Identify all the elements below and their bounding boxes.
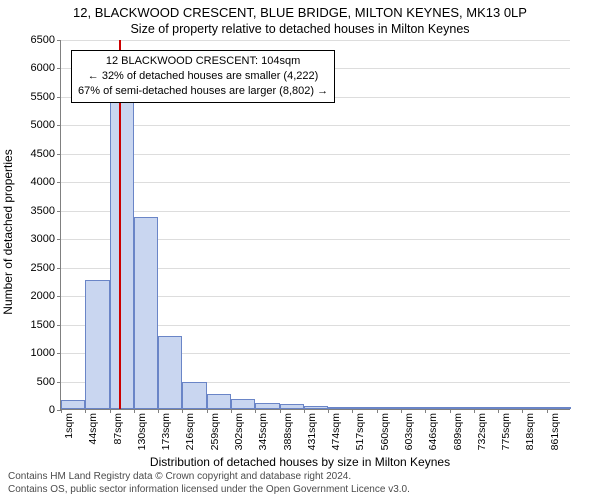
chart-title: 12, BLACKWOOD CRESCENT, BLUE BRIDGE, MIL… bbox=[0, 5, 600, 20]
x-tick-mark bbox=[158, 409, 159, 413]
x-tick-mark bbox=[304, 409, 305, 413]
histogram-bar bbox=[522, 407, 546, 409]
y-tick-label: 4000 bbox=[31, 176, 61, 188]
footer-line-1: Contains HM Land Registry data © Crown c… bbox=[8, 470, 596, 483]
x-tick-mark bbox=[401, 409, 402, 413]
annotation-line-1: 12 BLACKWOOD CRESCENT: 104sqm bbox=[78, 54, 328, 69]
y-tick-label: 2500 bbox=[31, 262, 61, 274]
footer-line-2: Contains OS, public sector information l… bbox=[8, 483, 596, 496]
x-tick-mark bbox=[61, 409, 62, 413]
annotation-line-3: 67% of semi-detached houses are larger (… bbox=[78, 84, 328, 99]
x-tick-mark bbox=[377, 409, 378, 413]
x-tick-label: 861sqm bbox=[549, 413, 561, 450]
x-tick-label: 775sqm bbox=[500, 413, 512, 450]
histogram-bar bbox=[182, 382, 206, 409]
histogram-bar bbox=[207, 394, 231, 409]
y-tick-label: 5000 bbox=[31, 119, 61, 131]
x-tick-label: 388sqm bbox=[282, 413, 294, 450]
y-tick-label: 500 bbox=[37, 376, 61, 388]
gridline bbox=[61, 125, 570, 126]
x-tick-label: 173sqm bbox=[160, 413, 172, 450]
y-tick-label: 3500 bbox=[31, 205, 61, 217]
y-tick-label: 1000 bbox=[31, 347, 61, 359]
x-tick-label: 560sqm bbox=[379, 413, 391, 450]
histogram-bar bbox=[61, 400, 85, 409]
histogram-bar bbox=[498, 407, 522, 409]
x-tick-label: 431sqm bbox=[306, 413, 318, 450]
x-tick-mark bbox=[231, 409, 232, 413]
x-axis-label: Distribution of detached houses by size … bbox=[0, 455, 600, 469]
x-tick-label: 818sqm bbox=[524, 413, 536, 450]
y-tick-label: 5500 bbox=[31, 91, 61, 103]
histogram-bar bbox=[377, 407, 401, 409]
x-tick-mark bbox=[547, 409, 548, 413]
chart-subtitle: Size of property relative to detached ho… bbox=[0, 22, 600, 36]
x-tick-label: 130sqm bbox=[136, 413, 148, 450]
histogram-bar bbox=[474, 407, 498, 409]
x-tick-mark bbox=[207, 409, 208, 413]
x-tick-label: 87sqm bbox=[112, 413, 124, 445]
y-tick-label: 0 bbox=[49, 404, 61, 416]
footer-attribution: Contains HM Land Registry data © Crown c… bbox=[8, 470, 596, 496]
histogram-bar bbox=[134, 217, 158, 409]
x-tick-mark bbox=[280, 409, 281, 413]
histogram-bar bbox=[328, 407, 352, 409]
annotation-line-2: ← 32% of detached houses are smaller (4,… bbox=[78, 69, 328, 84]
y-tick-label: 6000 bbox=[31, 62, 61, 74]
y-tick-label: 1500 bbox=[31, 319, 61, 331]
histogram-bar bbox=[158, 336, 182, 409]
x-tick-mark bbox=[328, 409, 329, 413]
x-tick-mark bbox=[134, 409, 135, 413]
x-tick-mark bbox=[450, 409, 451, 413]
histogram-bar bbox=[231, 399, 255, 409]
y-axis-label: Number of detached properties bbox=[1, 149, 15, 314]
x-tick-label: 517sqm bbox=[354, 413, 366, 450]
x-tick-mark bbox=[498, 409, 499, 413]
gridline bbox=[61, 40, 570, 41]
x-tick-label: 216sqm bbox=[184, 413, 196, 450]
histogram-bar bbox=[255, 403, 279, 409]
y-tick-label: 2000 bbox=[31, 290, 61, 302]
x-tick-label: 1sqm bbox=[63, 413, 75, 439]
gridline bbox=[61, 182, 570, 183]
plot-area: 0500100015002000250030003500400045005000… bbox=[60, 40, 570, 410]
histogram-bar bbox=[352, 407, 376, 409]
y-tick-label: 3000 bbox=[31, 233, 61, 245]
x-tick-label: 44sqm bbox=[87, 413, 99, 445]
x-tick-label: 646sqm bbox=[427, 413, 439, 450]
x-tick-mark bbox=[474, 409, 475, 413]
x-tick-label: 302sqm bbox=[233, 413, 245, 450]
x-tick-mark bbox=[110, 409, 111, 413]
gridline bbox=[61, 154, 570, 155]
x-tick-label: 732sqm bbox=[476, 413, 488, 450]
x-tick-label: 259sqm bbox=[209, 413, 221, 450]
chart-container: 12, BLACKWOOD CRESCENT, BLUE BRIDGE, MIL… bbox=[0, 0, 600, 500]
y-tick-label: 4500 bbox=[31, 148, 61, 160]
x-tick-label: 603sqm bbox=[403, 413, 415, 450]
histogram-bar bbox=[425, 407, 449, 409]
histogram-bar bbox=[280, 404, 304, 409]
annotation-box: 12 BLACKWOOD CRESCENT: 104sqm ← 32% of d… bbox=[71, 50, 335, 103]
y-tick-label: 6500 bbox=[31, 34, 61, 46]
histogram-bar bbox=[304, 406, 328, 409]
histogram-bar bbox=[450, 407, 474, 409]
x-tick-label: 345sqm bbox=[257, 413, 269, 450]
x-tick-label: 474sqm bbox=[330, 413, 342, 450]
histogram-bar bbox=[110, 95, 134, 409]
histogram-bar bbox=[85, 280, 109, 409]
gridline bbox=[61, 211, 570, 212]
histogram-bar bbox=[547, 407, 571, 409]
histogram-bar bbox=[401, 407, 425, 409]
x-tick-label: 689sqm bbox=[452, 413, 464, 450]
